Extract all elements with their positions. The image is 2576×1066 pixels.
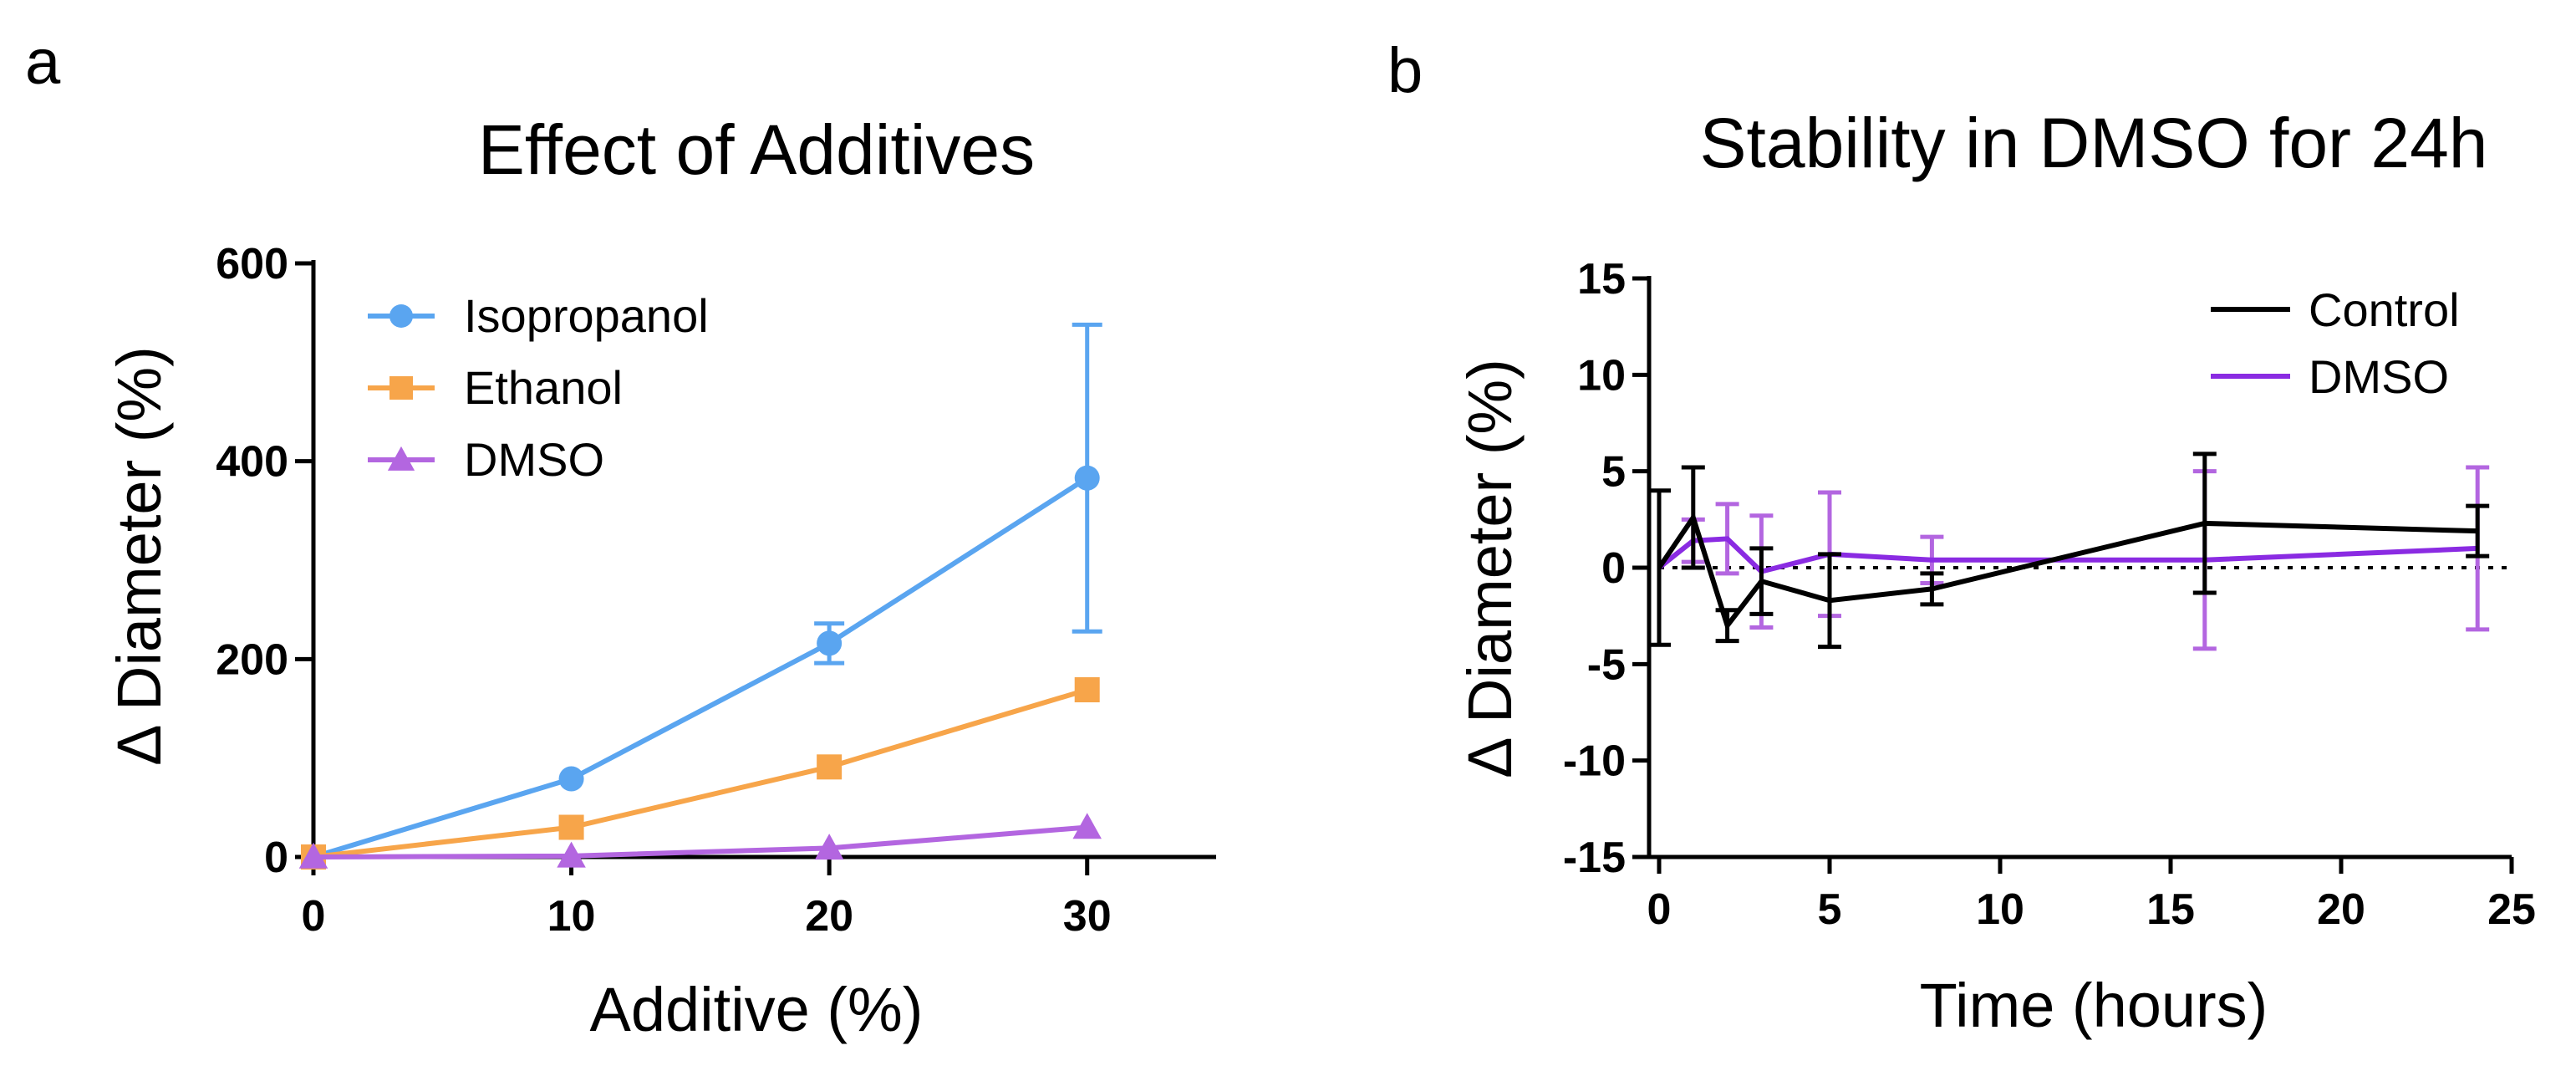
- panel-a-legend: Isopropanol Ethanol DMSO: [368, 289, 709, 486]
- panel-a-y-tick-label: 400: [216, 438, 288, 487]
- panel-a-series-line: [313, 824, 1087, 859]
- panel-a-x-tick-label: 20: [805, 892, 853, 941]
- panel-b-y-tick-label: 0: [1601, 544, 1626, 593]
- panel-b-series-dmso: [1657, 465, 2490, 651]
- panel-b-x-tick-label: 25: [2487, 885, 2536, 934]
- panel-b-legend-label: Control: [2309, 283, 2460, 336]
- panel-a-data-point: [1074, 677, 1100, 703]
- panel-b-x-tick-label: 20: [2317, 885, 2365, 934]
- panel-b-series-line: [1657, 512, 2478, 631]
- panel-b-letter: b: [1387, 35, 1423, 106]
- panel-a-series-ethanol: [301, 677, 1100, 870]
- panel-b-y-tick-label: -5: [1587, 640, 1626, 689]
- panel-a-data-point: [557, 841, 586, 868]
- panel-b-x-axis-label: Time (hours): [1920, 971, 2268, 1040]
- panel-b-title: Stability in DMSO for 24h: [1699, 104, 2487, 182]
- panel-a-y-tick-label: 600: [216, 240, 288, 288]
- panel-a-x-tick-label: 10: [547, 892, 596, 941]
- panel-a-series-line: [313, 476, 1089, 859]
- panel-a-data-point: [558, 814, 584, 840]
- panel-b-series-control: [1647, 451, 2490, 650]
- panel-a-legend-label: DMSO: [464, 433, 604, 486]
- panel-b-x-tick-label: 10: [1976, 885, 2024, 934]
- panel-a-legend-marker: [387, 446, 415, 471]
- panel-a-y-tick-label: 200: [216, 635, 288, 684]
- panel-b-y-tick-label: 15: [1577, 255, 1626, 303]
- panel-a-data-point: [817, 630, 843, 656]
- panel-a-legend-marker: [389, 376, 413, 400]
- panel-b-y-tick-label: 5: [1601, 448, 1626, 497]
- panel-a-data-point: [1072, 813, 1102, 839]
- panel-a-x-tick-label: 30: [1063, 892, 1112, 941]
- panel-b-y-tick-label: -10: [1563, 737, 1626, 786]
- panel-a-series-isopropanol: [301, 322, 1102, 870]
- panel-b-x-tick-label: 15: [2146, 885, 2195, 934]
- panel-a-y-tick-label: 0: [264, 834, 288, 882]
- panel-a-x-axis-label: Additive (%): [590, 975, 924, 1044]
- panel-a-series-dmso: [298, 813, 1102, 869]
- panel-a-plot: 0 200 400 600 0 10 20 30 Isopropanol Ethanol DMSO: [216, 240, 1216, 941]
- panel-a-title: Effect of Additives: [478, 110, 1035, 189]
- panel-b-y-tick-label: -15: [1563, 834, 1626, 882]
- panel-a-legend-marker: [389, 304, 413, 328]
- panel-b-legend: Control DMSO: [2211, 283, 2460, 403]
- panel-a-x-tick-label: 0: [302, 892, 326, 941]
- panel-b-plot: -15 -10 -5 0 5 10 15 0 5 10 15 20 25 Control DMSO: [1563, 255, 2536, 934]
- panel-a-data-point: [1074, 465, 1100, 491]
- panel-a-data-point: [814, 834, 844, 860]
- panel-a-data-point: [817, 754, 843, 780]
- panel-a-letter: a: [25, 27, 61, 98]
- panel-a-series-line: [313, 687, 1088, 859]
- panel-a-legend-label: Isopropanol: [464, 289, 709, 342]
- panel-b-legend-label: DMSO: [2309, 350, 2449, 403]
- panel-b-x-tick-label: 0: [1647, 885, 1672, 934]
- panel-b-y-tick-label: 10: [1577, 351, 1626, 400]
- panel-b-x-tick-label: 5: [1818, 885, 1842, 934]
- panel-b-y-axis-label: Δ Diameter (%): [1455, 359, 1525, 778]
- panel-a-data-point: [558, 766, 584, 792]
- panel-a-legend-label: Ethanol: [464, 361, 623, 414]
- panel-a-y-axis-label: Δ Diameter (%): [104, 346, 174, 766]
- panel-a-data-point: [298, 842, 328, 869]
